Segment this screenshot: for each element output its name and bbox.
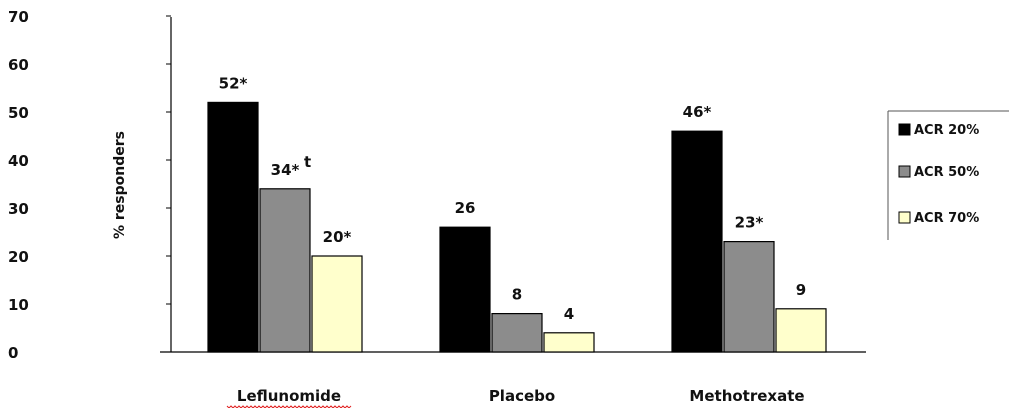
data-label: 4 <box>564 305 574 323</box>
bar <box>311 255 363 353</box>
category-label: Placebo <box>489 387 555 405</box>
spellcheck-underline <box>226 405 352 408</box>
legend-label: ACR 50% <box>914 165 979 180</box>
y-tick-label: 0 <box>8 344 18 362</box>
legend-swatch <box>898 123 911 136</box>
category-label: Methotrexate <box>689 387 804 405</box>
data-label: 8 <box>512 286 522 304</box>
data-label: 9 <box>796 281 806 299</box>
bar <box>259 188 311 353</box>
category-label: Leflunomide <box>237 387 341 405</box>
y-tick-label: 70 <box>8 8 29 26</box>
data-label: 46* <box>683 103 712 121</box>
y-tick-label: 10 <box>8 296 29 314</box>
data-label: 26 <box>455 199 476 217</box>
bar <box>207 101 259 353</box>
legend: ACR 20% ACR 50% ACR 70% <box>887 110 1009 240</box>
bar <box>775 308 827 353</box>
bar <box>671 130 723 353</box>
legend-swatch <box>898 165 911 178</box>
data-label: 34* <box>271 161 300 179</box>
bars-group: 52* 34* 20* 26 8 4 46* 23* 9 t <box>207 74 827 353</box>
superscript-annotation: t <box>304 153 311 171</box>
data-label: 23* <box>735 214 764 232</box>
legend-swatch <box>898 211 911 224</box>
data-label: 20* <box>323 228 352 246</box>
data-label: 52* <box>219 74 248 92</box>
category-labels: Leflunomide Placebo Methotrexate <box>226 387 805 408</box>
legend-label: ACR 70% <box>914 211 979 226</box>
bar <box>439 226 491 353</box>
bar <box>491 313 543 353</box>
bar <box>543 332 595 353</box>
y-tick-label: 40 <box>8 152 29 170</box>
y-axis-ticks: 0 10 20 30 40 50 60 70 <box>8 8 171 362</box>
bar <box>723 241 775 353</box>
y-tick-label: 60 <box>8 56 29 74</box>
y-tick-label: 50 <box>8 104 29 122</box>
legend-label: ACR 20% <box>914 123 979 138</box>
y-tick-label: 20 <box>8 248 29 266</box>
y-tick-label: 30 <box>8 200 29 218</box>
y-axis-label: % responders <box>112 131 128 239</box>
